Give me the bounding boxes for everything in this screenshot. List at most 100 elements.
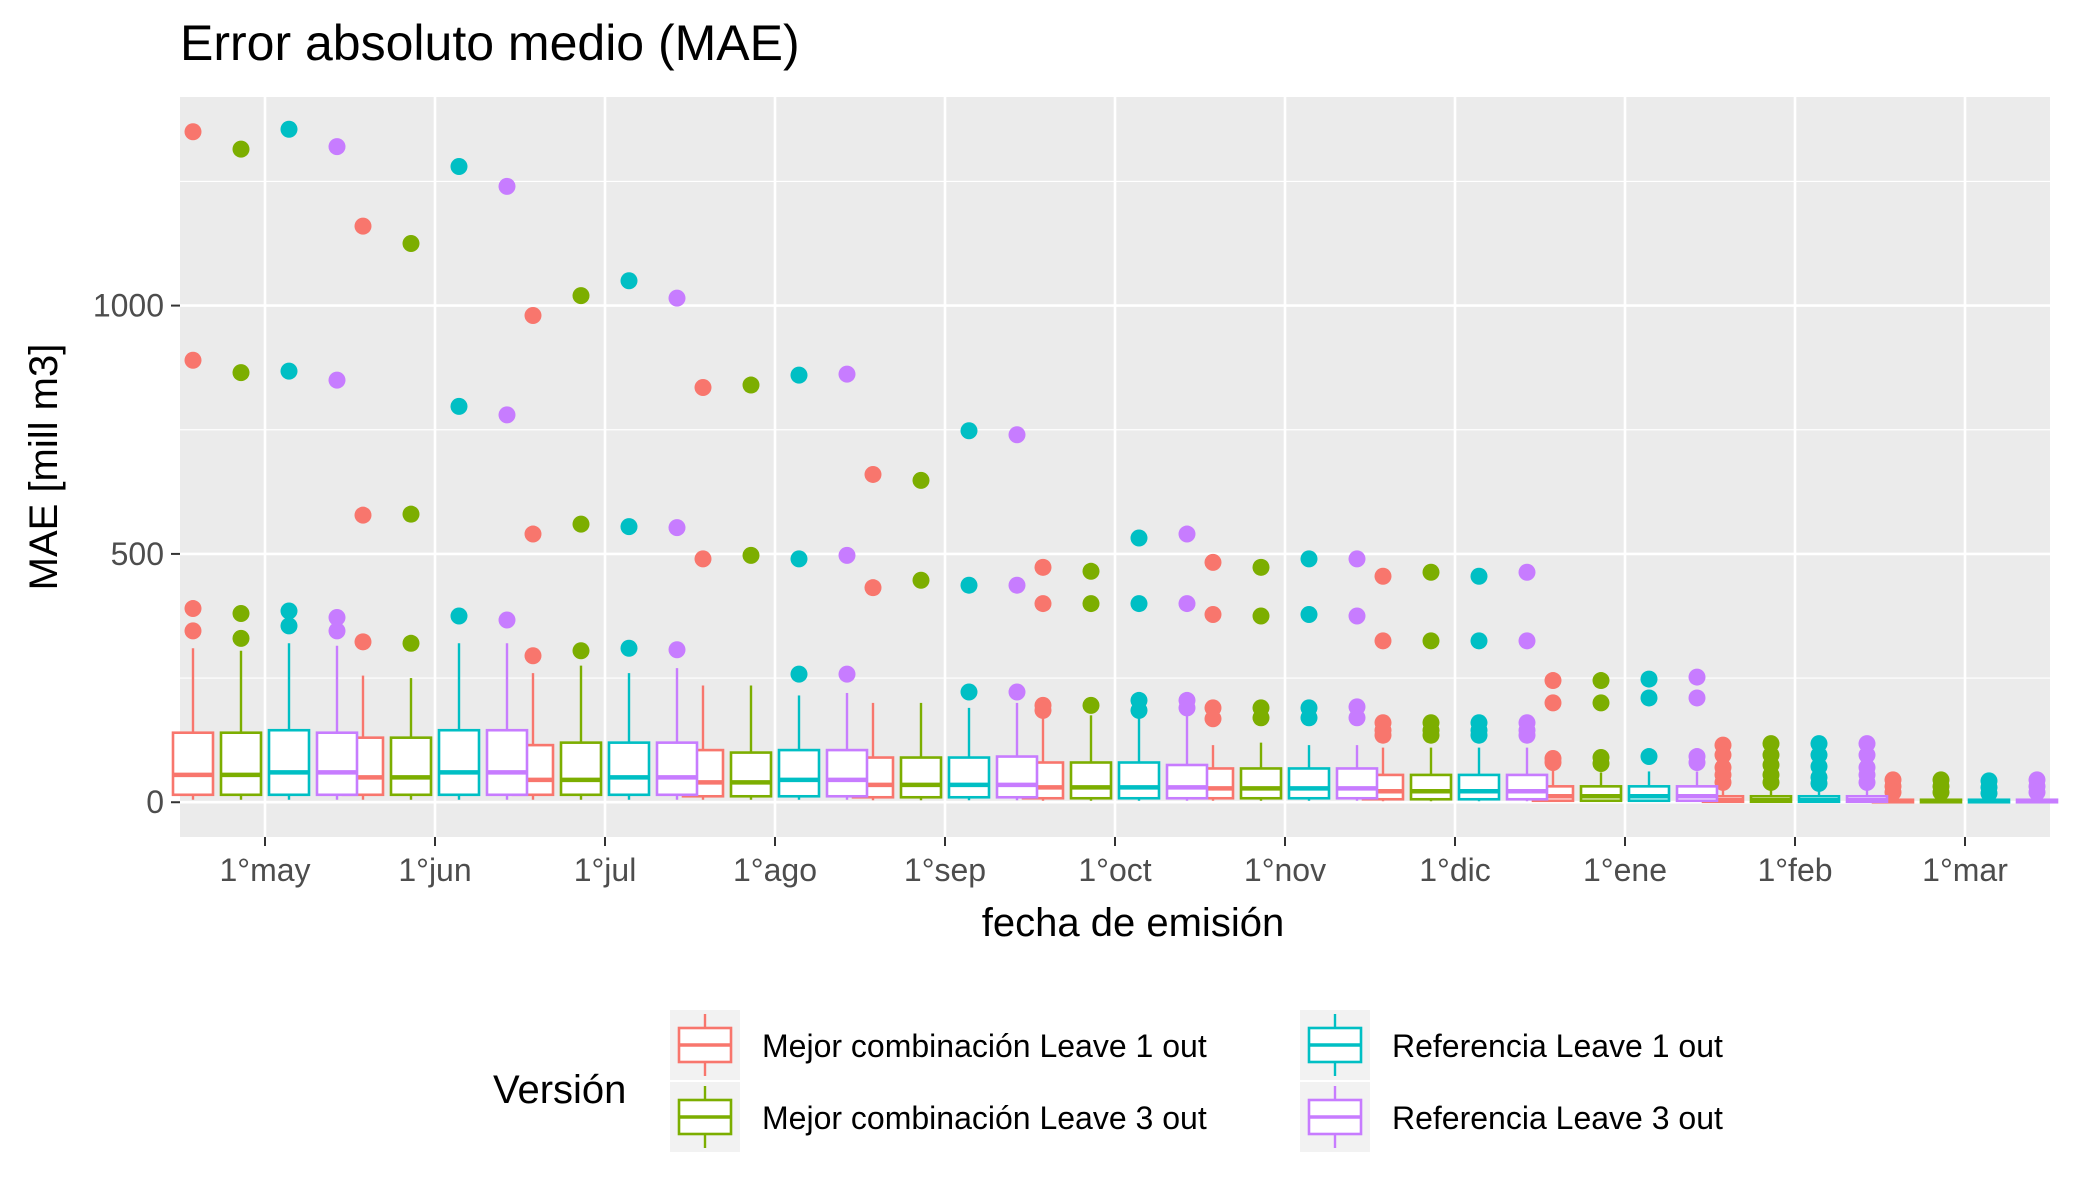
outlier-point — [1252, 607, 1270, 625]
x-tick-label: 1°may — [219, 852, 310, 888]
outlier-point — [694, 379, 712, 397]
box — [389, 736, 433, 797]
box-group — [1117, 529, 1161, 801]
box-group — [777, 366, 821, 800]
outlier-point — [232, 629, 250, 647]
outlier-point — [232, 140, 250, 158]
outlier-point — [620, 639, 638, 657]
outlier-point — [498, 406, 516, 424]
box — [1287, 767, 1331, 800]
box — [825, 748, 869, 798]
outlier-point — [328, 608, 346, 626]
outlier-point — [1422, 563, 1440, 581]
outlier-point — [2028, 783, 2046, 801]
outlier-point — [1932, 783, 1950, 801]
outlier-point — [960, 576, 978, 594]
box-group — [1919, 771, 1963, 804]
box-group — [315, 138, 359, 800]
outlier-point — [402, 235, 420, 253]
box-group — [1627, 670, 1671, 803]
box-group — [389, 235, 433, 800]
outlier-point — [1374, 567, 1392, 585]
box-group — [1239, 558, 1283, 801]
outlier-point — [1544, 672, 1562, 690]
box-group — [1701, 736, 1745, 804]
legend-item: Mejor combinación Leave 3 out — [670, 1082, 1207, 1152]
outlier-point — [328, 622, 346, 640]
outlier-point — [1714, 773, 1732, 791]
x-tick-label: 1°nov — [1244, 852, 1326, 888]
y-axis: 0 500 1000 — [93, 288, 180, 820]
box — [995, 755, 1039, 799]
x-tick-label: 1°jul — [574, 852, 637, 888]
outlier-point — [790, 366, 808, 384]
box-group — [1505, 563, 1549, 802]
box — [1117, 761, 1161, 800]
box-group — [1871, 771, 1915, 804]
outlier-point — [1688, 668, 1706, 686]
outlier-point — [572, 642, 590, 660]
outlier-point — [742, 376, 760, 394]
outlier-point — [912, 571, 930, 589]
outlier-point — [1640, 748, 1658, 766]
box — [655, 741, 699, 797]
outlier-point — [184, 351, 202, 369]
legend-item: Referencia Leave 1 out — [1300, 1010, 1723, 1080]
outlier-point — [1130, 529, 1148, 547]
outlier-point — [328, 138, 346, 156]
outlier-point — [742, 546, 760, 564]
outlier-point — [1858, 773, 1876, 791]
box-group — [1457, 567, 1501, 802]
outlier-point — [838, 546, 856, 564]
outlier-point — [1374, 632, 1392, 650]
outlier-point — [1130, 595, 1148, 613]
outlier-point — [1204, 606, 1222, 624]
outlier-point — [1518, 726, 1536, 744]
outlier-point — [524, 647, 542, 665]
outlier-point — [1592, 754, 1610, 772]
box-group — [1845, 735, 1889, 804]
outlier-point — [354, 217, 372, 235]
box-group — [947, 422, 991, 801]
outlier-point — [1348, 709, 1366, 727]
box — [1457, 773, 1501, 801]
outlier-point — [354, 633, 372, 651]
outlier-point — [1008, 576, 1026, 594]
legend: Versión Mejor combinación Leave 1 out Mej… — [493, 1010, 1723, 1152]
box-group — [899, 471, 943, 801]
outlier-point — [328, 371, 346, 389]
outlier-point — [1300, 606, 1318, 624]
box — [1335, 767, 1379, 800]
x-axis: 1°may 1°jun 1°jul 1°ago 1°sep 1°oct 1°nov 1°dic… — [219, 837, 2008, 888]
outlier-point — [838, 365, 856, 383]
outlier-point — [1884, 783, 1902, 801]
outlier-point — [1518, 632, 1536, 650]
box-group — [437, 158, 481, 800]
outlier-point — [402, 634, 420, 652]
box-marks — [171, 120, 2059, 804]
box — [1069, 761, 1113, 800]
box — [947, 756, 991, 799]
x-tick-label: 1°feb — [1757, 852, 1832, 888]
outlier-point — [1008, 426, 1026, 444]
legend-label: Referencia Leave 3 out — [1392, 1100, 1723, 1136]
outlier-point — [1008, 683, 1026, 701]
y-tick-label: 1000 — [93, 288, 164, 324]
x-tick-label: 1°dic — [1419, 852, 1491, 888]
outlier-point — [1252, 709, 1270, 727]
outlier-point — [572, 515, 590, 533]
outlier-point — [1688, 689, 1706, 707]
outlier-point — [1178, 525, 1196, 543]
outlier-point — [1858, 746, 1876, 764]
outlier-point — [232, 605, 250, 623]
outlier-point — [1082, 562, 1100, 580]
box — [437, 728, 481, 797]
box-group — [1335, 550, 1379, 801]
outlier-point — [1178, 699, 1196, 717]
outlier-point — [1034, 701, 1052, 719]
x-tick-label: 1°ene — [1583, 852, 1667, 888]
box-group — [559, 287, 603, 800]
legend-label: Mejor combinación Leave 3 out — [762, 1100, 1207, 1136]
box-group — [1287, 550, 1331, 801]
